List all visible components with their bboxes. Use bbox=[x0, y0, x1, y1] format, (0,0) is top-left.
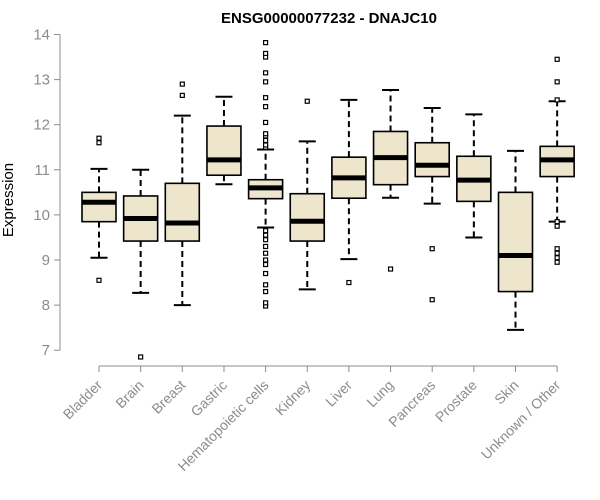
box-gastric bbox=[206, 95, 242, 186]
outlier-point bbox=[263, 250, 269, 256]
outlier-point bbox=[96, 277, 102, 283]
plot-area bbox=[81, 40, 575, 360]
outlier-point bbox=[263, 282, 269, 288]
box-body bbox=[81, 191, 117, 223]
box-body bbox=[164, 182, 201, 242]
outlier-point bbox=[304, 98, 310, 104]
outlier-point bbox=[429, 246, 435, 252]
outlier-point bbox=[96, 135, 102, 141]
chart-title: ENSG00000077232 - DNAJC10 bbox=[221, 10, 437, 27]
outlier-point bbox=[263, 50, 269, 57]
outlier-point bbox=[554, 97, 560, 103]
outlier-point bbox=[96, 140, 102, 146]
box-lung bbox=[372, 88, 409, 272]
outlier-point bbox=[179, 92, 185, 98]
y-axis-label: Expression bbox=[0, 163, 17, 237]
outlier-point bbox=[263, 119, 269, 126]
outlier-point bbox=[263, 131, 269, 137]
outlier-point bbox=[554, 246, 560, 252]
x-tick-label: Bladder bbox=[60, 377, 106, 423]
x-tick-label: Prostate bbox=[432, 377, 480, 425]
box-bladder bbox=[81, 135, 117, 283]
box-hematopoietic-cells bbox=[247, 40, 284, 309]
box-body bbox=[206, 125, 242, 177]
box-breast bbox=[164, 81, 201, 307]
outlier-point bbox=[263, 232, 269, 238]
outlier-point bbox=[429, 297, 435, 303]
outlier-point bbox=[554, 56, 560, 62]
box-body bbox=[497, 191, 534, 293]
outlier-point bbox=[179, 81, 185, 87]
box-skin bbox=[497, 149, 534, 331]
outlier-point bbox=[263, 137, 269, 144]
outlier-point bbox=[554, 255, 560, 261]
outlier-point bbox=[387, 266, 394, 272]
outlier-point bbox=[263, 300, 269, 306]
outlier-point bbox=[138, 354, 144, 360]
box-brain bbox=[122, 168, 159, 360]
y-tick-label: 12 bbox=[33, 117, 50, 134]
x-tick-label: Kidney bbox=[272, 377, 314, 419]
x-tick-label: Breast bbox=[148, 377, 188, 417]
y-tick-label: 8 bbox=[42, 297, 50, 314]
box-liver bbox=[331, 98, 367, 286]
box-body bbox=[414, 141, 451, 178]
box-pancreas bbox=[414, 107, 451, 303]
outlier-point bbox=[554, 79, 560, 85]
outlier-point bbox=[263, 261, 269, 268]
x-tick-label: Lung bbox=[363, 377, 396, 410]
outlier-point bbox=[263, 104, 269, 110]
outlier-point bbox=[263, 228, 269, 234]
outlier-point bbox=[263, 79, 269, 85]
outlier-point bbox=[263, 270, 269, 277]
x-tick-label: Unknown / Other bbox=[478, 377, 564, 463]
outlier-point bbox=[554, 250, 560, 256]
x-tick-label: Skin bbox=[491, 377, 522, 408]
y-tick-label: 10 bbox=[33, 207, 50, 224]
outlier-point bbox=[263, 237, 269, 243]
outlier-point bbox=[554, 223, 560, 229]
outlier-point bbox=[346, 279, 352, 286]
outlier-point bbox=[263, 243, 269, 250]
outlier-point bbox=[263, 257, 269, 263]
y-tick-label: 7 bbox=[42, 342, 50, 359]
x-tick-label: Liver bbox=[322, 377, 355, 410]
outlier-point bbox=[263, 70, 269, 76]
y-tick-label: 9 bbox=[42, 252, 50, 269]
box-unknown-other bbox=[539, 56, 575, 265]
outlier-point bbox=[263, 142, 269, 148]
box-kidney bbox=[289, 98, 326, 291]
y-tick-label: 13 bbox=[33, 72, 50, 89]
box-prostate bbox=[456, 113, 492, 239]
outlier-point bbox=[263, 40, 269, 46]
outlier-point bbox=[554, 219, 560, 225]
y-tick-label: 11 bbox=[34, 162, 50, 179]
y-tick-label: 14 bbox=[33, 27, 50, 44]
outlier-point bbox=[554, 259, 560, 265]
outlier-point bbox=[263, 288, 269, 295]
x-tick-label: Brain bbox=[112, 377, 146, 411]
box-body bbox=[289, 192, 326, 242]
outlier-point bbox=[263, 95, 269, 101]
